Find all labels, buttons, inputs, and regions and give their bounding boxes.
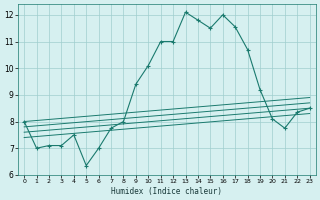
X-axis label: Humidex (Indice chaleur): Humidex (Indice chaleur): [111, 187, 222, 196]
